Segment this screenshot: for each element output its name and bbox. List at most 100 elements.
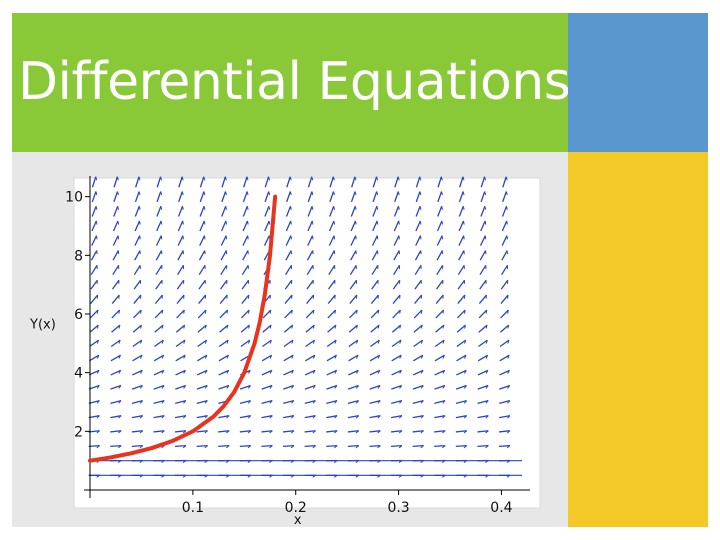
field-arrow bbox=[477, 384, 489, 390]
field-arrow bbox=[239, 400, 252, 404]
field-arrow bbox=[264, 191, 271, 203]
field-arrow bbox=[477, 354, 489, 362]
field-arrow bbox=[198, 264, 206, 276]
field-arrow bbox=[391, 354, 402, 362]
field-arrow bbox=[498, 415, 511, 419]
field-arrow bbox=[413, 309, 423, 319]
field-arrow bbox=[261, 444, 273, 449]
field-arrow bbox=[327, 279, 336, 290]
field-arrow bbox=[434, 354, 445, 362]
field-arrow bbox=[455, 430, 468, 434]
field-arrow bbox=[304, 415, 316, 419]
field-arrow bbox=[501, 250, 508, 261]
field-arrow bbox=[329, 205, 335, 217]
field-arrow bbox=[90, 250, 98, 261]
field-arrow bbox=[283, 324, 294, 333]
field-arrow bbox=[413, 339, 424, 348]
field-arrow bbox=[218, 354, 229, 362]
field-arrow bbox=[156, 220, 163, 232]
field-arrow bbox=[435, 279, 444, 290]
field-arrow bbox=[261, 415, 273, 419]
field-arrow bbox=[283, 354, 294, 362]
field-arrow bbox=[414, 279, 422, 290]
field-arrow bbox=[91, 176, 98, 188]
field-arrow bbox=[304, 369, 316, 376]
field-arrow bbox=[261, 384, 273, 390]
field-arrow bbox=[177, 220, 184, 232]
field-arrow bbox=[478, 339, 488, 348]
field-arrow bbox=[110, 339, 121, 348]
field-arrow bbox=[498, 444, 511, 449]
field-arrow bbox=[458, 205, 465, 217]
field-arrow bbox=[242, 205, 249, 217]
field-arrow bbox=[499, 400, 511, 404]
field-arrow bbox=[91, 220, 98, 232]
field-arrow bbox=[305, 339, 316, 348]
field-arrow bbox=[199, 176, 206, 188]
field-arrow bbox=[415, 205, 422, 217]
field-arrow bbox=[154, 324, 164, 333]
field-arrow bbox=[480, 220, 487, 232]
field-arrow bbox=[413, 354, 424, 362]
field-arrow bbox=[264, 176, 271, 188]
field-arrow bbox=[304, 400, 316, 404]
field-arrow bbox=[218, 444, 230, 449]
field-arrow bbox=[347, 400, 360, 404]
field-arrow bbox=[240, 339, 251, 348]
field-arrow bbox=[412, 444, 424, 449]
field-arrow bbox=[156, 205, 163, 217]
field-arrow bbox=[477, 430, 489, 434]
field-arrow bbox=[153, 354, 165, 362]
field-arrow bbox=[88, 384, 100, 390]
field-arrow bbox=[131, 400, 144, 404]
field-arrow bbox=[391, 324, 402, 333]
field-arrow bbox=[283, 384, 295, 390]
field-arrow bbox=[134, 235, 141, 246]
field-arrow bbox=[455, 444, 468, 449]
solution-curve bbox=[88, 194, 278, 463]
field-arrow bbox=[131, 415, 144, 419]
x-tick-label: 0.4 bbox=[490, 500, 512, 516]
field-arrow bbox=[350, 235, 357, 246]
field-arrow bbox=[392, 294, 401, 304]
field-arrow bbox=[369, 400, 381, 404]
field-arrow bbox=[391, 400, 403, 404]
field-arrow bbox=[502, 176, 508, 188]
field-arrow bbox=[239, 430, 252, 434]
field-arrow bbox=[174, 430, 187, 434]
direction-field-chart: 2 4 6 8 10 0.1 0.2 0.3 0.4 x Y(x) bbox=[29, 176, 541, 527]
field-arrow bbox=[434, 369, 446, 376]
accent-block-blue bbox=[568, 13, 708, 152]
field-arrow bbox=[220, 235, 228, 246]
field-arrow bbox=[456, 369, 467, 376]
field-arrow bbox=[327, 309, 337, 319]
field-arrow bbox=[391, 369, 402, 376]
field-arrow bbox=[218, 415, 230, 419]
field-arrow bbox=[370, 339, 380, 348]
field-arrow bbox=[348, 324, 358, 333]
field-arrow bbox=[307, 205, 314, 217]
field-arrow bbox=[262, 309, 272, 319]
field-arrow bbox=[218, 339, 229, 348]
field-arrow bbox=[477, 415, 489, 419]
field-arrow bbox=[220, 220, 228, 232]
field-arrow bbox=[412, 415, 424, 419]
field-arrow bbox=[282, 415, 295, 419]
field-arrow bbox=[284, 309, 293, 319]
field-arrow bbox=[110, 430, 122, 434]
field-arrow bbox=[349, 294, 358, 304]
field-arrow bbox=[372, 176, 379, 188]
field-arrow bbox=[88, 415, 100, 419]
field-arrow bbox=[457, 294, 466, 304]
field-arrow bbox=[304, 444, 316, 449]
field-arrow bbox=[89, 324, 99, 333]
field-arrow bbox=[350, 220, 357, 232]
field-arrow bbox=[390, 430, 403, 434]
x-tick-label: 0.2 bbox=[285, 500, 307, 516]
field-arrow bbox=[89, 339, 100, 348]
field-arrow bbox=[113, 176, 119, 188]
field-arrow bbox=[219, 309, 229, 319]
y-tick-label: 6 bbox=[74, 307, 83, 323]
field-arrow bbox=[155, 264, 163, 276]
field-arrow bbox=[394, 176, 400, 188]
